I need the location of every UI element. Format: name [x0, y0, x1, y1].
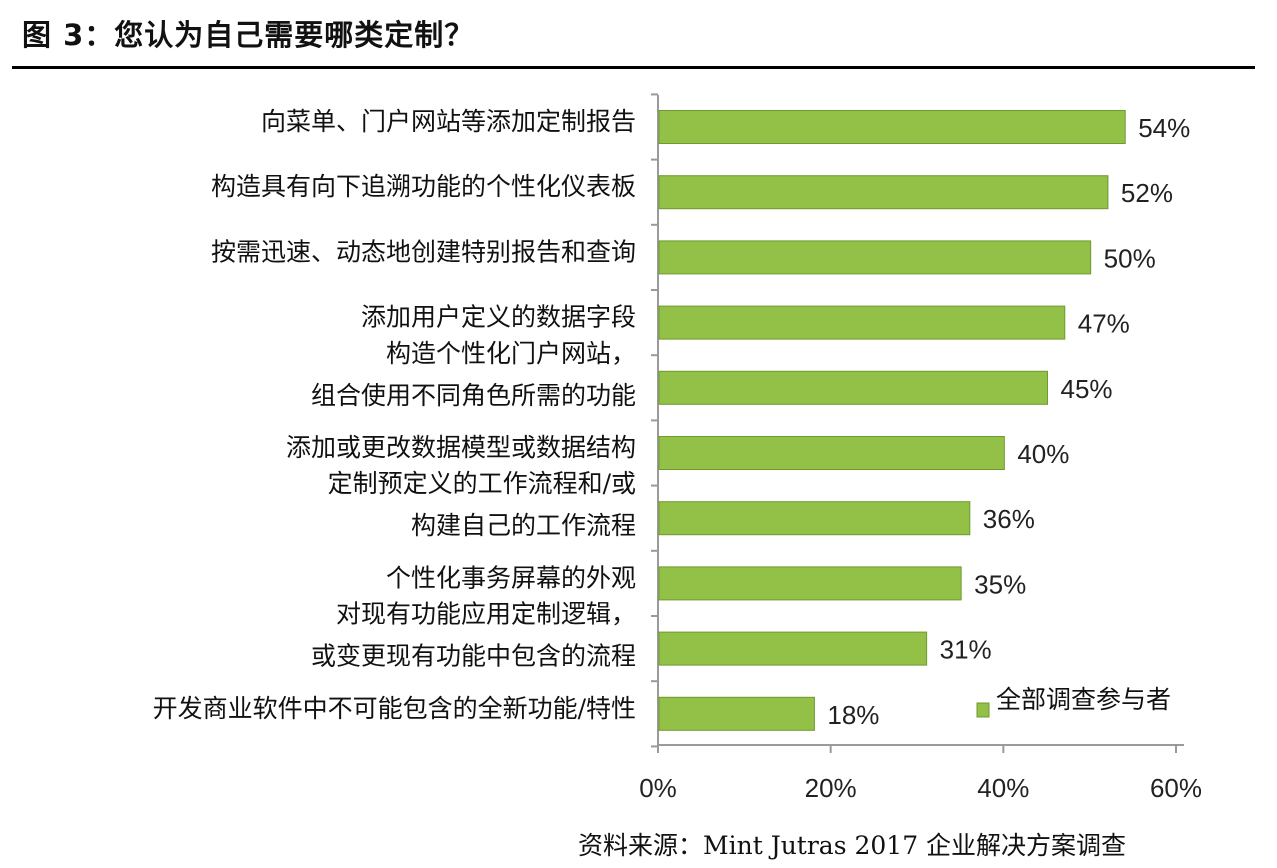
bar-value-label: 52%	[1121, 178, 1173, 208]
bar-value-label: 40%	[1017, 439, 1069, 469]
bar-value-label: 36%	[983, 504, 1035, 534]
bar	[658, 110, 1126, 144]
bar	[658, 240, 1092, 275]
bar	[658, 305, 1066, 340]
category-label: 定制预定义的工作流程和/或	[328, 469, 636, 498]
category-label: 个性化事务屏幕的外观	[386, 563, 636, 592]
category-label: 开发商业软件中不可能包含的全新功能/特性	[153, 694, 636, 723]
category-label: 组合使用不同角色所需的功能	[311, 381, 636, 410]
x-tick-label: 60%	[1150, 773, 1202, 803]
bar	[658, 696, 815, 731]
category-label: 构造具有向下追溯功能的个性化仪表板	[211, 172, 636, 201]
x-tick-label: 40%	[977, 773, 1029, 803]
bar	[658, 370, 1048, 405]
bar-value-label: 47%	[1078, 309, 1130, 339]
bar-value-label: 35%	[974, 569, 1026, 599]
bar	[658, 566, 962, 601]
category-label: 构造个性化门户网站，	[386, 339, 636, 368]
category-label: 构建自己的工作流程	[411, 511, 636, 540]
category-label: 添加或更改数据模型或数据结构	[286, 433, 636, 462]
category-label: 按需迅速、动态地创建特别报告和查询	[211, 237, 636, 266]
figure-title: 图 3：您认为自己需要哪类定制？	[22, 18, 475, 52]
bar	[658, 436, 1005, 470]
x-tick-label: 20%	[805, 773, 857, 803]
bar	[658, 631, 928, 666]
bar	[658, 175, 1109, 210]
category-label: 添加用户定义的数据字段	[361, 303, 636, 332]
category-label: 或变更现有功能中包含的流程	[311, 642, 636, 671]
legend-swatch	[976, 702, 990, 718]
bar-value-label: 31%	[940, 635, 992, 665]
title-divider	[12, 66, 1255, 69]
bar-value-label: 54%	[1138, 113, 1190, 143]
bar	[658, 501, 971, 536]
legend-label: 全部调查参与者	[996, 685, 1171, 714]
source-note: 资料来源：Mint Jutras 2017 企业解决方案调查	[578, 831, 1127, 860]
category-label: 对现有功能应用定制逻辑，	[336, 600, 636, 629]
x-tick-label: 0%	[639, 773, 677, 803]
bar-value-label: 45%	[1061, 374, 1113, 404]
bar-value-label: 50%	[1104, 243, 1156, 273]
bar-value-label: 18%	[827, 700, 879, 730]
category-label: 向菜单、门户网站等添加定制报告	[261, 107, 636, 136]
